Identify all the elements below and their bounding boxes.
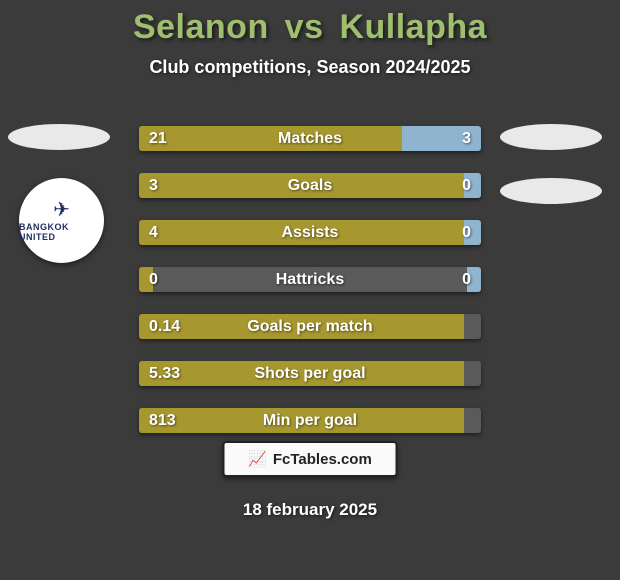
stat-label: Goals	[139, 173, 481, 198]
subtitle: Club competitions, Season 2024/2025	[149, 57, 470, 78]
stat-label: Shots per goal	[139, 361, 481, 386]
club-logo-text: BANGKOK UNITED	[19, 222, 104, 242]
stat-bar: 813Min per goal	[139, 408, 481, 433]
date-text: 18 february 2025	[0, 500, 620, 520]
club-logo-left: ✈ BANGKOK UNITED	[19, 178, 104, 263]
comparison-infographic: Selanon vs Kullapha Club competitions, S…	[0, 0, 620, 580]
stat-bar: 5.33Shots per goal	[139, 361, 481, 386]
stat-bar: 0.14Goals per match	[139, 314, 481, 339]
player-left-name: Selanon	[133, 8, 269, 46]
stat-bar: 30Goals	[139, 173, 481, 198]
stats-bars: 213Matches 30Goals 40Assists 00Hattricks 0.1…	[139, 126, 481, 433]
stat-label: Matches	[139, 126, 481, 151]
stat-bar: 40Assists	[139, 220, 481, 245]
source-text: FcTables.com	[273, 451, 372, 468]
shadow-ellipse-right	[500, 124, 602, 150]
shadow-ellipse-right-2	[500, 178, 602, 204]
player-right-name: Kullapha	[339, 8, 487, 46]
page-title: Selanon vs Kullapha	[133, 8, 487, 47]
stat-label: Goals per match	[139, 314, 481, 339]
source-badge: 📈 FcTables.com	[223, 441, 398, 477]
chart-icon: 📈	[248, 450, 267, 468]
plane-icon: ✈	[53, 200, 70, 220]
stat-label: Min per goal	[139, 408, 481, 433]
stat-label: Hattricks	[139, 267, 481, 292]
vs-text: vs	[285, 8, 324, 46]
stat-bar: 213Matches	[139, 126, 481, 151]
shadow-ellipse-left	[8, 124, 110, 150]
stat-label: Assists	[139, 220, 481, 245]
stat-bar: 00Hattricks	[139, 267, 481, 292]
